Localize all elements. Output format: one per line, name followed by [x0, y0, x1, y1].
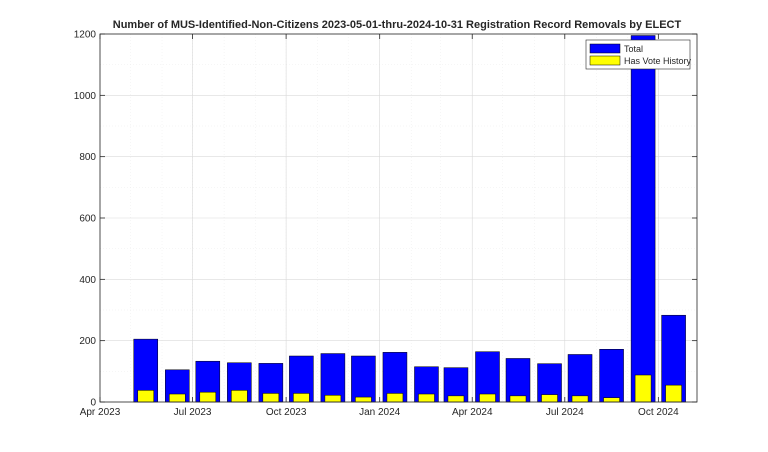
- bar-has-vote-history: [634, 374, 652, 403]
- bar-has-vote-history: [665, 384, 682, 403]
- y-tick-label: 0: [90, 398, 96, 409]
- chart-title: Number of MUS-Identified-Non-Citizens 20…: [113, 19, 682, 31]
- y-tick-label: 1000: [74, 91, 97, 102]
- legend-swatch-has-vote-history: [589, 55, 621, 66]
- bar-total: [320, 353, 346, 403]
- bar-has-vote-history: [418, 393, 435, 403]
- bar-has-vote-history: [137, 390, 155, 403]
- y-tick-label: 200: [79, 336, 96, 347]
- x-tick-label: Apr 2024: [452, 407, 493, 418]
- bar-total: [475, 351, 500, 403]
- bar-has-vote-history: [603, 397, 620, 403]
- bar-has-vote-history: [231, 390, 248, 403]
- bar-has-vote-history: [509, 395, 527, 403]
- y-tick-label: 800: [79, 152, 96, 163]
- x-tick-label: Jan 2024: [359, 407, 401, 418]
- bar-total: [599, 349, 624, 403]
- bar-has-vote-history: [447, 395, 465, 403]
- y-tick-label: 400: [79, 275, 96, 286]
- grid: [99, 33, 697, 403]
- bar-has-vote-history: [386, 393, 404, 403]
- bar-has-vote-history: [262, 393, 280, 403]
- bar-has-vote-history: [293, 393, 310, 403]
- legend-swatch-total: [589, 43, 621, 54]
- x-tick-label: Jul 2023: [174, 407, 212, 418]
- bar-has-vote-history: [479, 393, 496, 403]
- bar-has-vote-history: [571, 395, 589, 403]
- y-tick-label: 1200: [74, 30, 97, 41]
- bars: [133, 35, 686, 403]
- legend-label-has-vote-history: Has Vote History: [624, 56, 692, 66]
- x-tick-label: Oct 2023: [266, 407, 307, 418]
- x-tick-label: Oct 2024: [638, 407, 679, 418]
- bar-has-vote-history: [169, 393, 186, 403]
- bar-has-vote-history: [355, 396, 372, 403]
- x-tick-label: Apr 2023: [80, 407, 121, 418]
- legend: Total Has Vote History: [585, 39, 692, 70]
- axis-ticks: 0 200 400 600 800 1000 1200 Apr 2023 Jul 2023 Oct…: [74, 30, 697, 418]
- bar-total: [351, 355, 376, 403]
- bar-has-vote-history: [324, 395, 342, 403]
- x-tick-label: Jul 2024: [546, 407, 584, 418]
- bar-has-vote-history: [541, 394, 558, 403]
- legend-label-total: Total: [624, 44, 643, 54]
- bar-total: [505, 358, 531, 403]
- bar-total: [567, 354, 593, 403]
- bar-total: [630, 35, 656, 403]
- y-tick-label: 600: [79, 214, 96, 225]
- bar-has-vote-history: [199, 391, 217, 403]
